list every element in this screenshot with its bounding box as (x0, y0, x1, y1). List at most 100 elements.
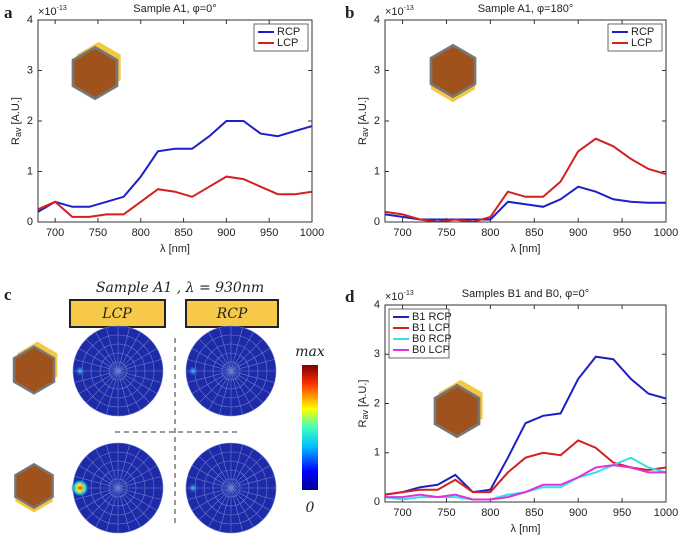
y-label-sub: av (360, 410, 370, 420)
series-line (385, 355, 666, 496)
x-tick-label: 700 (46, 227, 64, 239)
scale-base: ×10 (385, 6, 404, 18)
x-tick-label: 950 (613, 227, 631, 239)
y-tick-label: 2 (374, 397, 380, 409)
x-tick-label: 800 (481, 507, 499, 519)
series-line (385, 464, 666, 501)
y-label-main: R (357, 419, 369, 427)
chart-title: Sample A1, φ=180° (478, 3, 574, 15)
x-tick-label: 900 (569, 507, 587, 519)
x-tick-label: 950 (613, 507, 631, 519)
y-tick-label: 4 (374, 14, 380, 26)
y-label-main: R (357, 137, 369, 145)
x-tick-label: 800 (132, 227, 150, 239)
lines (38, 120, 312, 218)
panel-label: d (345, 287, 355, 306)
polar-spoke (187, 476, 275, 500)
y-label-unit: [A.U.] (10, 97, 22, 125)
panel-title: Sample A1 , λ = 930nm (96, 280, 264, 296)
sample-icon (14, 463, 54, 514)
y-tick-label: 0 (374, 216, 380, 228)
legend-box (253, 23, 309, 52)
series-line (38, 120, 312, 213)
polar-spoke (74, 359, 162, 383)
y-tick-label: 0 (374, 496, 380, 508)
x-tick-label: 750 (437, 227, 455, 239)
scale-exp: -13 (404, 290, 414, 297)
x-axis-label: λ [nm] (511, 243, 541, 255)
y-tick-label: 3 (374, 348, 380, 360)
scale-label: ×10-13 (38, 5, 67, 18)
x-tick-label: 800 (481, 227, 499, 239)
series-line (385, 185, 666, 221)
legend-label: LCP (277, 37, 298, 49)
y-label-unit: [A.U.] (357, 380, 369, 408)
y-axis-label: Rav [A.U.] (357, 380, 370, 428)
panel-c: c Sample A1 , λ = 930nm LCP RCP max 0 (4, 280, 325, 534)
x-tick-label: 850 (525, 507, 543, 519)
lines (385, 355, 666, 501)
x-tick-label: 850 (174, 227, 192, 239)
y-axis-label: Rav [A.U.] (10, 97, 23, 145)
column-label: RCP (216, 306, 248, 322)
legend-label: RCP (631, 26, 654, 38)
x-tick-label: 950 (260, 227, 278, 239)
scale-label: ×10-13 (385, 290, 414, 303)
x-tick-label: 700 (393, 507, 411, 519)
y-tick-label: 0 (27, 216, 33, 228)
scale-base: ×10 (385, 291, 404, 303)
legend-box (607, 23, 663, 52)
y-tick-label: 2 (374, 115, 380, 127)
polar-spoke (74, 476, 162, 500)
plot-area (385, 20, 666, 222)
x-tick-label: 750 (437, 507, 455, 519)
y-label-sub: av (13, 127, 23, 137)
y-axis-label: Rav [A.U.] (357, 97, 370, 145)
legend-label: B0 LCP (412, 344, 450, 356)
series-line (385, 439, 666, 496)
column-label: LCP (101, 306, 132, 322)
axes-box (384, 304, 667, 503)
y-tick-label: 1 (374, 447, 380, 459)
series-line (38, 175, 312, 218)
legend-label: LCP (631, 37, 652, 49)
legend-label: B0 RCP (412, 333, 452, 345)
x-tick-label: 1000 (654, 507, 678, 519)
y-tick-label: 2 (27, 115, 33, 127)
scale-exp: -13 (404, 5, 414, 12)
chart: 700 750 800 850 900 950 1000 0 1 2 3 4 a Sample A1, φ… (4, 3, 324, 255)
chart: 700 750 800 850 900 950 1000 0 1 2 3 4 b Sample A1, φ… (345, 3, 678, 255)
y-tick-label: 3 (374, 64, 380, 76)
panel-label: c (4, 285, 12, 304)
series-line (385, 137, 666, 222)
x-tick-label: 900 (569, 227, 587, 239)
x-tick-label: 900 (217, 227, 235, 239)
x-tick-label: 1000 (654, 227, 678, 239)
y-tick-label: 4 (374, 299, 380, 311)
x-tick-label: 850 (525, 227, 543, 239)
colorbar-min: 0 (306, 500, 315, 516)
x-tick-label: 1000 (300, 227, 324, 239)
x-axis-label: λ [nm] (511, 523, 541, 535)
x-tick-label: 750 (89, 227, 107, 239)
y-tick-label: 1 (27, 165, 33, 177)
scale-label: ×10-13 (385, 5, 414, 18)
y-label-main: R (10, 137, 22, 145)
panel-label: b (345, 3, 354, 22)
scale-exp: -13 (57, 5, 67, 12)
y-label-sub: av (360, 127, 370, 137)
y-tick-label: 4 (27, 14, 33, 26)
chart-title: Sample A1, φ=0° (133, 3, 216, 15)
column-box (185, 299, 279, 328)
x-tick-label: 700 (393, 227, 411, 239)
polar-spoke (187, 359, 275, 383)
legend-label: B1 RCP (412, 311, 452, 323)
y-label-unit: [A.U.] (357, 97, 369, 125)
chart: 700 750 800 850 900 950 1000 0 1 2 3 4 d Samples B1 a… (345, 287, 678, 535)
scale-base: ×10 (38, 6, 57, 18)
axes-box (37, 19, 313, 223)
polar-maps (71, 325, 277, 534)
x-axis-label: λ [nm] (160, 243, 190, 255)
